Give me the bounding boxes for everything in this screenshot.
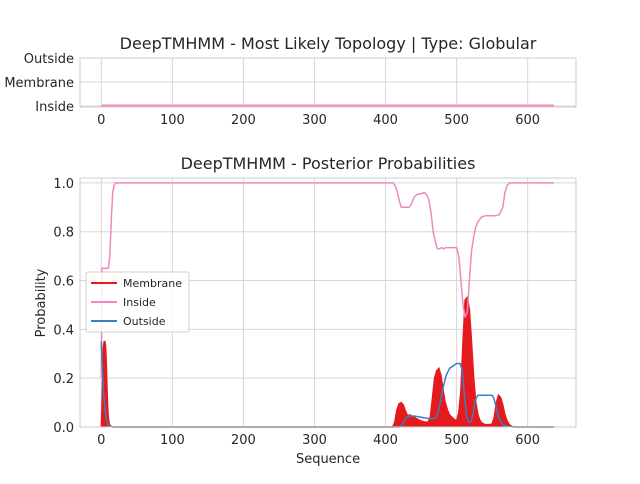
- probability-title: DeepTMHMM - Posterior Probabilities: [181, 154, 476, 173]
- probability-x-tick: 200: [231, 433, 256, 448]
- legend-label-membrane: Membrane: [123, 277, 182, 290]
- probability-x-tick: 500: [444, 433, 469, 448]
- topology-x-tick: 300: [302, 113, 327, 128]
- probability-x-tick: 400: [373, 433, 398, 448]
- topology-title: DeepTMHMM - Most Likely Topology | Type:…: [120, 34, 537, 53]
- probability-x-tick: 300: [302, 433, 327, 448]
- topology-frame: [79, 57, 577, 108]
- probability-panel: DeepTMHMM - Posterior Probabilities 0 100…: [34, 154, 577, 467]
- y-axis-label: Probability: [34, 268, 49, 337]
- topology-x-tick: 100: [160, 113, 185, 128]
- topology-y-tick-inside: Inside: [35, 100, 74, 115]
- x-axis-label: Sequence: [296, 452, 360, 467]
- probability-x-tick: 600: [515, 433, 540, 448]
- legend-label-outside: Outside: [123, 315, 166, 328]
- topology-y-tick-outside: Outside: [24, 52, 74, 67]
- probability-x-tick: 0: [97, 433, 105, 448]
- probability-y-ticks: 0.0 0.2 0.4 0.6 0.8 1.0: [53, 177, 74, 436]
- topology-x-tick: 400: [373, 113, 398, 128]
- probability-y-tick: 0.2: [53, 372, 74, 387]
- legend: Membrane Inside Outside: [85, 271, 190, 333]
- topology-x-tick: 0: [97, 113, 105, 128]
- series-inside-line: [100, 182, 554, 379]
- topology-x-tick: 600: [515, 113, 540, 128]
- legend-box: [85, 271, 190, 333]
- probability-frame: [79, 177, 577, 428]
- probability-y-tick: 1.0: [53, 177, 74, 192]
- probability-y-tick: 0.8: [53, 226, 74, 241]
- topology-y-tick-membrane: Membrane: [4, 76, 74, 91]
- series-membrane-area: [101, 297, 555, 427]
- probability-y-tick: 0.4: [53, 323, 74, 338]
- probability-x-tick: 100: [160, 433, 185, 448]
- topology-x-tick: 500: [444, 113, 469, 128]
- topology-panel: DeepTMHMM - Most Likely Topology | Type:…: [4, 34, 577, 128]
- probability-y-tick: 0.0: [53, 421, 74, 436]
- legend-label-inside: Inside: [123, 296, 156, 309]
- topology-x-ticks: 0 100 200 300 400 500 600: [97, 113, 540, 128]
- topology-x-tick: 200: [231, 113, 256, 128]
- topology-y-ticks: Inside Membrane Outside: [4, 52, 74, 115]
- probability-y-tick: 0.6: [53, 275, 74, 290]
- probability-x-ticks: 0 100 200 300 400 500 600: [97, 433, 540, 448]
